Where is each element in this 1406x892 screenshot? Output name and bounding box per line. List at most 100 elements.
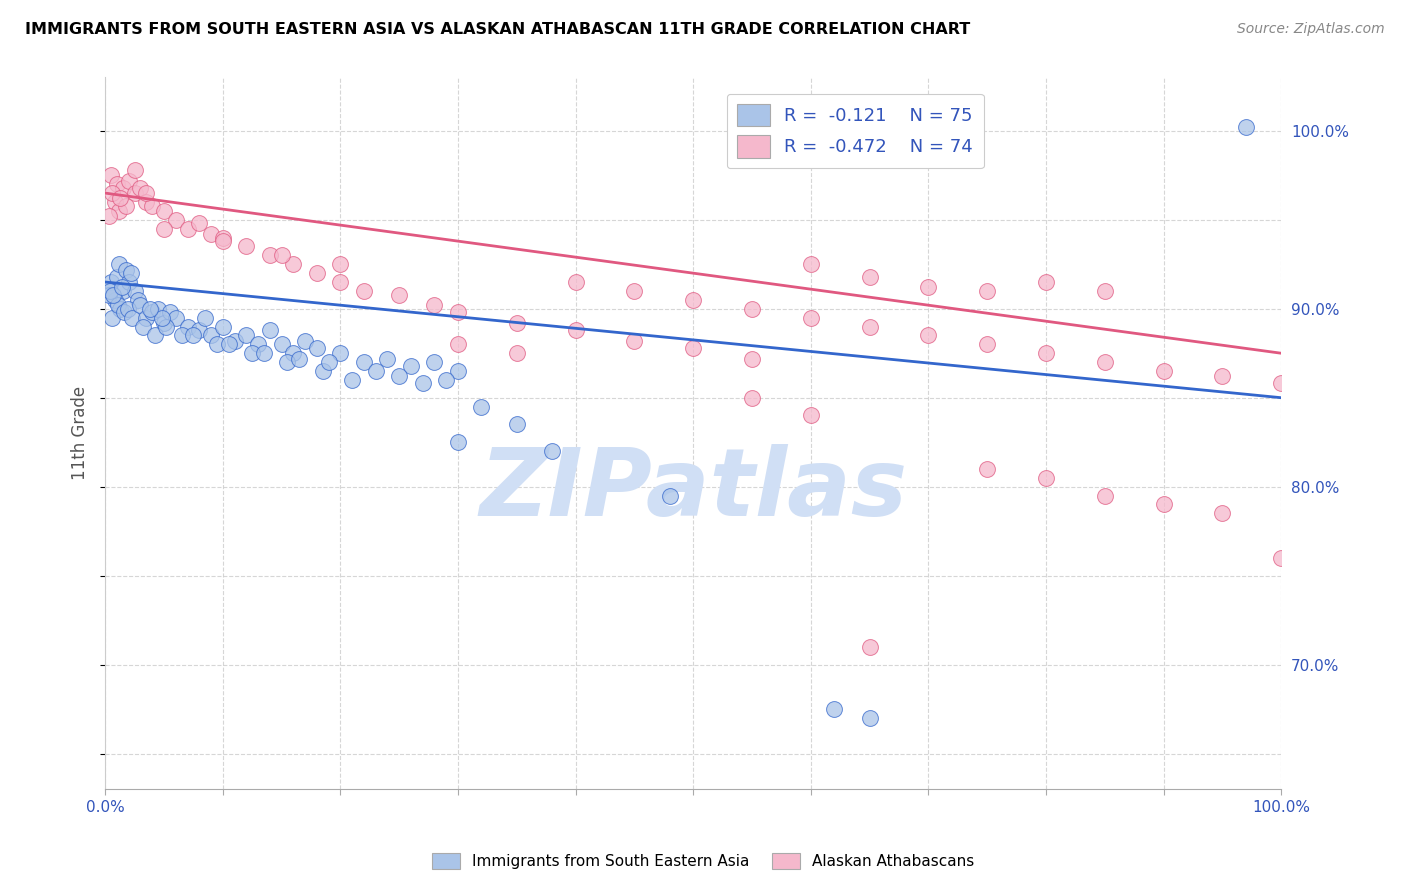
Point: [235, 328, 257, 343]
Point: [194, 310, 217, 325]
Point: [117, 301, 139, 316]
Point: [506, 316, 529, 330]
Point: [800, 310, 823, 325]
Point: [97, 287, 120, 301]
Point: [120, 266, 142, 280]
Point: [101, 186, 124, 200]
Point: [153, 221, 176, 235]
Point: [205, 337, 228, 351]
Point: [170, 328, 193, 343]
Point: [447, 364, 470, 378]
Point: [211, 319, 233, 334]
Point: [101, 310, 124, 325]
Point: [412, 376, 434, 391]
Point: [283, 346, 305, 360]
Point: [470, 400, 492, 414]
Point: [115, 262, 138, 277]
Point: [211, 230, 233, 244]
Point: [155, 319, 177, 334]
Point: [506, 346, 529, 360]
Point: [388, 369, 411, 384]
Point: [1094, 284, 1116, 298]
Point: [146, 301, 169, 316]
Text: IMMIGRANTS FROM SOUTH EASTERN ASIA VS ALASKAN ATHABASCAN 11TH GRADE CORRELATION : IMMIGRANTS FROM SOUTH EASTERN ASIA VS AL…: [25, 22, 970, 37]
Point: [98, 284, 121, 298]
Point: [105, 269, 128, 284]
Point: [353, 355, 375, 369]
Point: [800, 257, 823, 271]
Point: [224, 334, 246, 348]
Point: [135, 186, 157, 200]
Point: [165, 212, 187, 227]
Point: [976, 337, 998, 351]
Point: [976, 284, 998, 298]
Point: [259, 248, 281, 262]
Point: [1035, 346, 1057, 360]
Point: [447, 337, 470, 351]
Point: [141, 198, 163, 212]
Point: [1094, 355, 1116, 369]
Point: [434, 373, 457, 387]
Point: [353, 284, 375, 298]
Point: [108, 203, 131, 218]
Point: [423, 298, 446, 312]
Point: [1153, 498, 1175, 512]
Legend: R =  -0.121    N = 75, R =  -0.472    N = 74: R = -0.121 N = 75, R = -0.472 N = 74: [727, 94, 984, 169]
Point: [329, 346, 352, 360]
Point: [1234, 120, 1257, 135]
Point: [541, 444, 564, 458]
Point: [100, 275, 122, 289]
Point: [200, 328, 222, 343]
Point: [105, 177, 128, 191]
Point: [658, 489, 681, 503]
Point: [108, 257, 131, 271]
Point: [1211, 369, 1233, 384]
Point: [447, 435, 470, 450]
Point: [741, 391, 763, 405]
Point: [283, 257, 305, 271]
Point: [858, 640, 880, 654]
Point: [800, 409, 823, 423]
Point: [121, 310, 143, 325]
Point: [623, 334, 645, 348]
Point: [176, 221, 198, 235]
Point: [124, 163, 146, 178]
Point: [150, 310, 173, 325]
Point: [188, 323, 211, 337]
Point: [143, 328, 166, 343]
Point: [1035, 275, 1057, 289]
Point: [183, 328, 205, 343]
Point: [305, 266, 328, 280]
Point: [858, 711, 880, 725]
Point: [270, 337, 292, 351]
Point: [305, 341, 328, 355]
Point: [107, 298, 129, 312]
Point: [188, 216, 211, 230]
Point: [240, 346, 263, 360]
Point: [97, 209, 120, 223]
Y-axis label: 11th Grade: 11th Grade: [72, 386, 89, 481]
Point: [124, 284, 146, 298]
Point: [104, 194, 127, 209]
Point: [312, 364, 335, 378]
Point: [111, 180, 134, 194]
Point: [564, 323, 586, 337]
Point: [1270, 376, 1292, 391]
Point: [377, 351, 399, 366]
Point: [132, 319, 155, 334]
Point: [1035, 471, 1057, 485]
Text: ZIPatlas: ZIPatlas: [479, 444, 907, 536]
Point: [112, 305, 135, 319]
Point: [682, 341, 704, 355]
Point: [318, 355, 340, 369]
Point: [127, 293, 149, 307]
Point: [823, 702, 845, 716]
Point: [104, 293, 127, 307]
Point: [388, 287, 411, 301]
Text: Source: ZipAtlas.com: Source: ZipAtlas.com: [1237, 22, 1385, 37]
Point: [176, 319, 198, 334]
Point: [124, 186, 146, 200]
Point: [623, 284, 645, 298]
Point: [165, 310, 187, 325]
Point: [399, 359, 422, 373]
